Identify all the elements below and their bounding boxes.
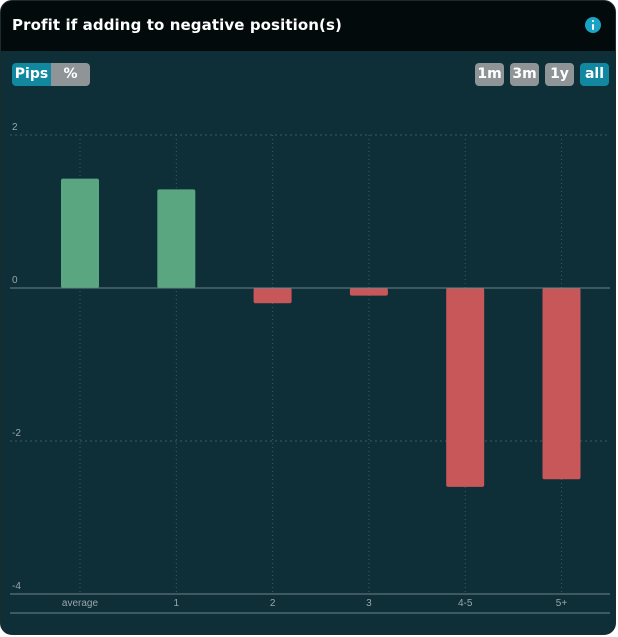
y-tick-label: -4: [12, 581, 21, 592]
x-tick-label: 2: [270, 598, 276, 609]
y-tick-label: 0: [12, 275, 18, 286]
info-icon[interactable]: [585, 17, 601, 33]
unit-toggle: Pips %: [12, 63, 90, 86]
bar-2: [253, 288, 292, 304]
x-tick-label: 4-5: [458, 598, 473, 609]
widget-header: Profit if adding to negative position(s): [1, 1, 615, 51]
range-1m-button[interactable]: 1m: [475, 63, 504, 86]
percent-button[interactable]: %: [51, 63, 90, 86]
bar-1: [157, 189, 196, 288]
x-tick-label: 5+: [556, 598, 568, 609]
x-tick-label: 3: [366, 598, 372, 609]
range-1y-button[interactable]: 1y: [545, 63, 574, 86]
x-tick-label: 1: [174, 598, 180, 609]
y-tick-label: -2: [12, 428, 21, 439]
bar-chart: 2 0 -2 -4 average 1 2 3 4-5 5+: [10, 122, 610, 614]
pips-button[interactable]: Pips: [12, 63, 51, 86]
bar-3: [349, 288, 388, 296]
bar-5+: [542, 288, 581, 480]
range-all-button[interactable]: all: [580, 63, 609, 86]
bar-4-5: [446, 288, 485, 487]
widget-title: Profit if adding to negative position(s): [12, 16, 342, 34]
range-3m-button[interactable]: 3m: [510, 63, 539, 86]
bar-average: [61, 178, 99, 288]
x-tick-label: average: [62, 598, 99, 609]
y-tick-label: 2: [12, 122, 18, 133]
